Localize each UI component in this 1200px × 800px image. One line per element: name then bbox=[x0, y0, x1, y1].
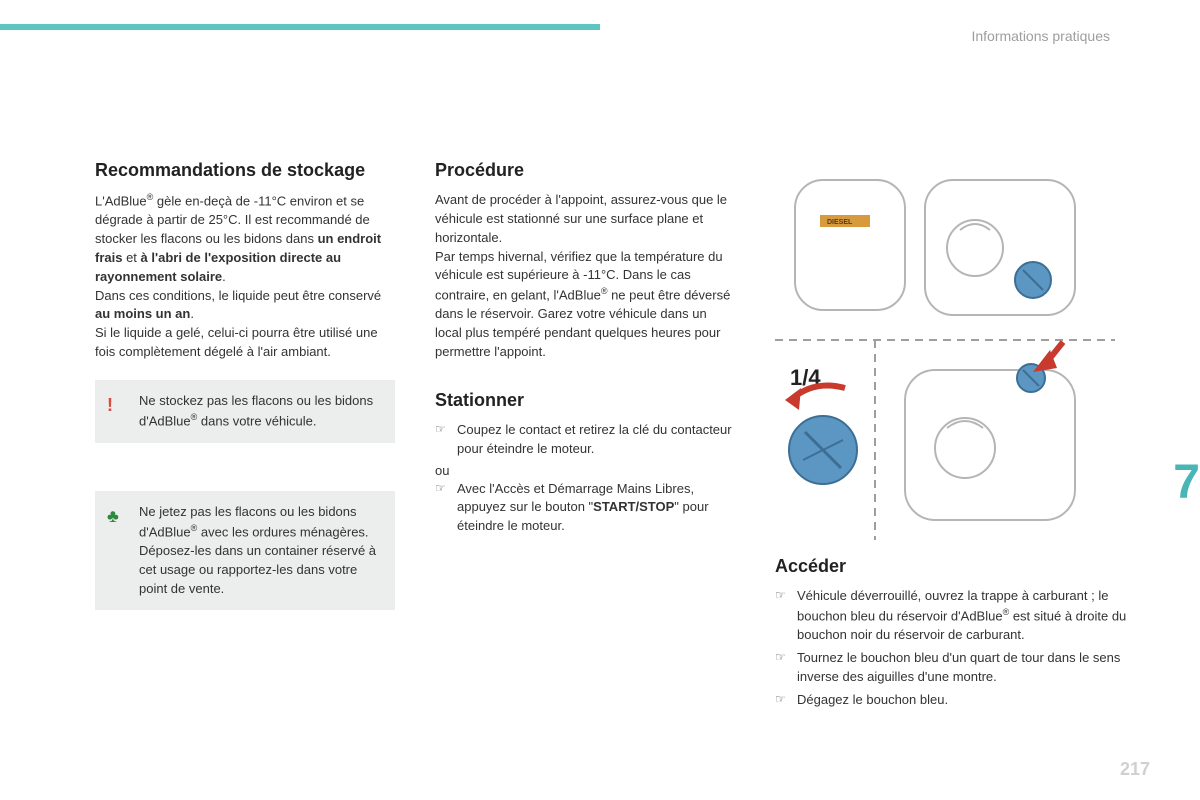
list-item: Véhicule déverrouillé, ouvrez la trappe … bbox=[775, 587, 1130, 645]
warning-icon: ! bbox=[107, 392, 113, 418]
top-accent-bar bbox=[0, 24, 600, 30]
warning-callout: ! Ne stockez pas les flacons ou les bido… bbox=[95, 380, 395, 443]
text: et bbox=[122, 250, 140, 265]
section-header: Informations pratiques bbox=[971, 28, 1110, 44]
text: Dans ces conditions, le liquide peut êtr… bbox=[95, 288, 381, 303]
proc-paragraph-1: Avant de procéder à l'appoint, assurez-v… bbox=[435, 191, 735, 248]
chapter-number: 7 bbox=[1173, 455, 1200, 510]
list-item: Dégagez le bouchon bleu. bbox=[775, 691, 1130, 710]
text-bold: au moins un an bbox=[95, 306, 190, 321]
col-illustration: DIESEL 1/4 bbox=[775, 160, 1130, 713]
reco-paragraph-2: Dans ces conditions, le liquide peut êtr… bbox=[95, 287, 395, 325]
heading-stationner: Stationner bbox=[435, 390, 735, 411]
heading-recommendations: Recommandations de stockage bbox=[95, 160, 395, 181]
col-procedure: Procédure Avant de procéder à l'appoint,… bbox=[435, 160, 735, 713]
list-item: Coupez le contact et retirez la clé du c… bbox=[435, 421, 735, 459]
heading-procedure: Procédure bbox=[435, 160, 735, 181]
or-separator: ou bbox=[435, 463, 735, 478]
list-item: Tournez le bouchon bleu d'un quart de to… bbox=[775, 649, 1130, 687]
text: L'AdBlue bbox=[95, 193, 147, 208]
proc-paragraph-2: Par temps hivernal, vérifiez que la temp… bbox=[435, 248, 735, 362]
page-number: 217 bbox=[1120, 759, 1150, 780]
reco-paragraph-3: Si le liquide a gelé, celui-ci pourra êt… bbox=[95, 324, 395, 362]
text-bold: START/STOP bbox=[593, 499, 674, 514]
stationner-list-2: Avec l'Accès et Démarrage Mains Libres, … bbox=[435, 480, 735, 537]
reco-paragraph-1: L'AdBlue® gèle en-deçà de -11°C environ … bbox=[95, 191, 395, 287]
eco-icon: ♣ bbox=[107, 503, 119, 529]
content-columns: Recommandations de stockage L'AdBlue® gè… bbox=[95, 160, 1130, 713]
text: . bbox=[190, 306, 194, 321]
stationner-list: Coupez le contact et retirez la clé du c… bbox=[435, 421, 735, 459]
fuel-flap-illustration: DIESEL 1/4 bbox=[775, 160, 1115, 540]
acceder-section: Accéder Véhicule déverrouillé, ouvrez la… bbox=[775, 556, 1130, 709]
acceder-list: Véhicule déverrouillé, ouvrez la trappe … bbox=[775, 587, 1130, 709]
diesel-label: DIESEL bbox=[827, 219, 853, 226]
col-recommendations: Recommandations de stockage L'AdBlue® gè… bbox=[95, 160, 395, 713]
text: . bbox=[222, 269, 226, 284]
heading-acceder: Accéder bbox=[775, 556, 1130, 577]
eco-callout: ♣ Ne jetez pas les flacons ou les bidons… bbox=[95, 491, 395, 611]
list-item: Avec l'Accès et Démarrage Mains Libres, … bbox=[435, 480, 735, 537]
text: dans votre véhicule. bbox=[197, 413, 316, 428]
